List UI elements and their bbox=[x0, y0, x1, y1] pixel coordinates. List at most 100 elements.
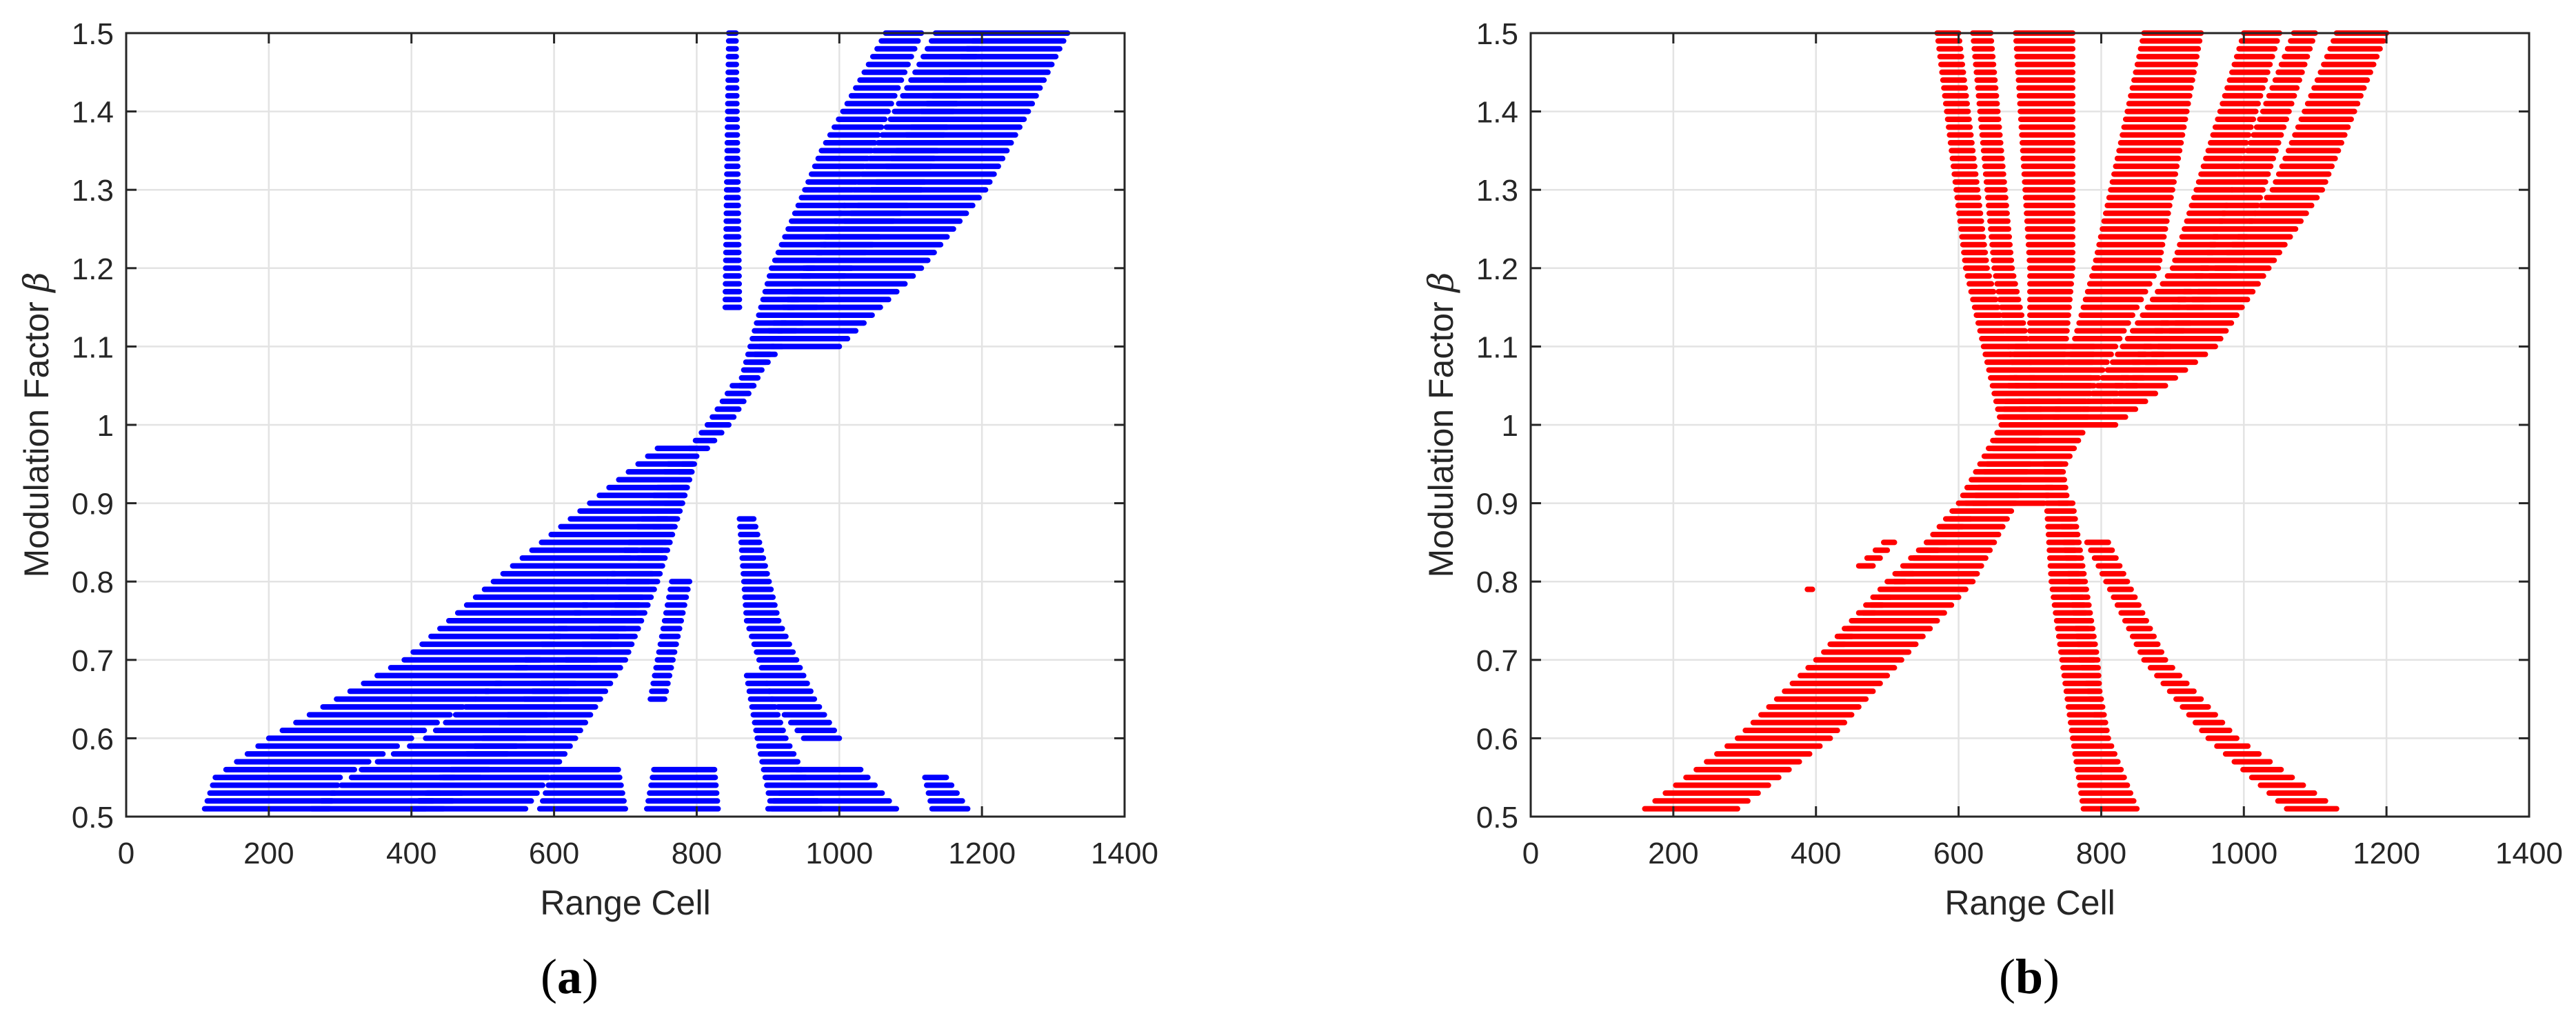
scatter-row bbox=[2078, 790, 2133, 796]
scatter-row bbox=[865, 61, 911, 68]
scatter-row bbox=[1990, 446, 2077, 452]
scatter-row bbox=[2180, 703, 2211, 710]
scatter-row bbox=[643, 539, 669, 546]
scatter-row bbox=[725, 46, 739, 52]
scatter-row bbox=[756, 657, 800, 663]
scatter-row bbox=[620, 586, 649, 592]
scatter-row bbox=[719, 398, 747, 404]
scatter-row bbox=[2317, 69, 2373, 75]
x-tick-label: 1400 bbox=[2495, 837, 2563, 870]
scatter-row bbox=[472, 743, 519, 749]
scatter-row bbox=[1797, 672, 1891, 679]
scatter-row bbox=[2018, 124, 2076, 130]
scatter-row bbox=[2123, 383, 2169, 389]
scatter-row bbox=[2257, 782, 2306, 788]
scatter-row bbox=[2240, 766, 2284, 772]
scatter-row bbox=[2120, 132, 2186, 138]
scatter-row bbox=[2155, 343, 2218, 350]
scatter-row bbox=[724, 163, 741, 170]
scatter-row bbox=[2124, 108, 2190, 114]
scatter-row bbox=[2182, 226, 2223, 232]
scatter-row bbox=[1944, 116, 1972, 122]
panel-caption-a: (a) bbox=[541, 949, 598, 1004]
scatter-row bbox=[2111, 171, 2178, 177]
y-tick-label: 0.7 bbox=[1476, 644, 1518, 678]
scatter-row bbox=[2017, 108, 2076, 114]
scatter-row bbox=[1855, 610, 1878, 616]
scatter-row bbox=[1962, 265, 1990, 271]
scatter-row bbox=[2042, 484, 2069, 490]
scatter-row bbox=[2252, 210, 2309, 217]
scatter-row bbox=[464, 751, 510, 757]
scatter-row bbox=[818, 148, 874, 154]
scatter-row bbox=[201, 806, 332, 812]
scatter-row bbox=[652, 672, 673, 679]
scatter-row bbox=[723, 281, 743, 287]
scatter-row bbox=[234, 759, 372, 765]
scatter-row bbox=[500, 570, 618, 577]
scatter-row bbox=[763, 680, 810, 686]
scatter-row bbox=[2229, 187, 2266, 193]
scatter-row bbox=[1892, 570, 1916, 577]
scatter-row bbox=[792, 210, 844, 217]
scatter-row bbox=[1880, 539, 1898, 546]
scatter-row bbox=[1961, 250, 1989, 256]
scatter-row bbox=[1956, 210, 1984, 217]
scatter-row bbox=[1935, 38, 1962, 44]
scatter-row bbox=[2238, 163, 2274, 170]
scatter-row bbox=[2057, 516, 2078, 522]
scatter-row bbox=[2331, 38, 2386, 44]
scatter-row bbox=[2049, 422, 2076, 428]
scatter-row bbox=[2027, 304, 2072, 310]
scatter-row bbox=[723, 288, 743, 295]
scatter-row bbox=[1962, 257, 1989, 263]
scatter-row bbox=[2084, 539, 2111, 546]
scatter-row bbox=[388, 665, 530, 671]
scatter-row bbox=[2188, 202, 2231, 208]
scatter-row bbox=[2114, 155, 2182, 161]
scatter-row bbox=[723, 273, 742, 279]
scatter-row bbox=[2104, 202, 2173, 208]
scatter-row bbox=[749, 703, 778, 710]
scatter-row bbox=[2027, 320, 2071, 326]
scatter-row bbox=[861, 69, 908, 75]
y-axis-label: Modulation Factor β bbox=[1421, 272, 1461, 577]
scatter-row bbox=[1953, 187, 1981, 193]
scatter-row bbox=[844, 101, 894, 107]
scatter-row bbox=[2282, 155, 2338, 161]
scatter-row bbox=[772, 336, 851, 342]
scatter-row bbox=[725, 124, 741, 130]
scatter-row bbox=[724, 148, 741, 154]
scatter-row bbox=[2200, 163, 2242, 170]
scatter-row bbox=[563, 657, 600, 663]
scatter-row bbox=[832, 124, 885, 130]
scatter-row bbox=[2013, 46, 2076, 52]
scatter-row bbox=[2248, 775, 2295, 781]
scatter-row bbox=[2001, 320, 2026, 326]
scatter-row bbox=[769, 343, 843, 350]
scatter-row bbox=[936, 85, 1043, 91]
scatter-row bbox=[1979, 336, 2009, 342]
scatter-row bbox=[757, 751, 797, 757]
scatter-row bbox=[2067, 719, 2109, 726]
scatter-row bbox=[2024, 226, 2076, 232]
scatter-row bbox=[2288, 38, 2315, 44]
scatter-row bbox=[1951, 171, 1979, 177]
scatter-row bbox=[2027, 383, 2065, 389]
scatter-row bbox=[1987, 218, 2011, 224]
scatter-row bbox=[2298, 116, 2354, 122]
scatter-row bbox=[521, 696, 564, 702]
scatter-row bbox=[781, 712, 827, 718]
y-tick-label: 1.4 bbox=[1476, 96, 1518, 130]
x-tick-label: 400 bbox=[386, 837, 436, 870]
scatter-row bbox=[2017, 101, 2076, 107]
scatter-row bbox=[1979, 132, 2003, 138]
scatter-row bbox=[2238, 38, 2280, 44]
scatter-row bbox=[1849, 618, 1871, 623]
scatter-row bbox=[2069, 602, 2092, 608]
scatter-row bbox=[2266, 790, 2317, 796]
scatter-row bbox=[782, 234, 833, 240]
scatter-row bbox=[1982, 351, 2014, 357]
scatter-row bbox=[1652, 798, 1751, 804]
